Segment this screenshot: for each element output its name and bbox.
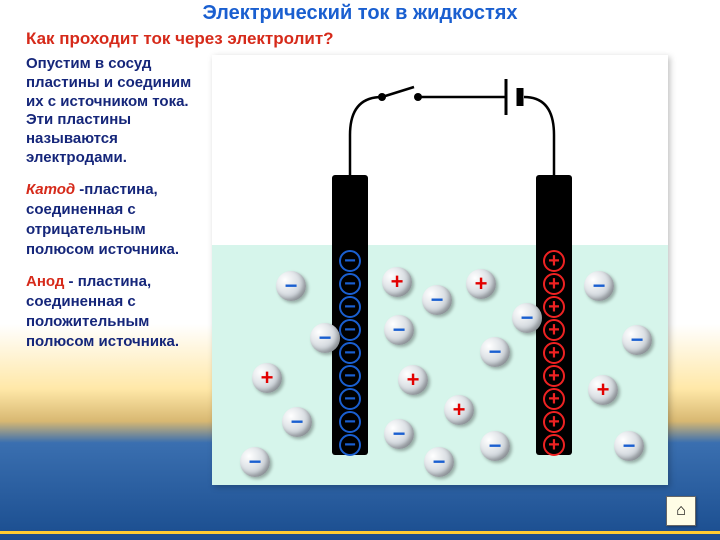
anode-charge-mark: +	[543, 365, 565, 387]
cathode-charge-mark: −	[339, 388, 361, 410]
cathode-label: Катод	[26, 181, 75, 198]
anode-charge-mark: +	[543, 411, 565, 433]
paragraph-anode: Анод - пластина, соединенная с положител…	[26, 272, 198, 352]
electrolysis-diagram: −−−−−−−−− +++++++++ −+−−−+−−+−+−−−+−−−+−	[212, 55, 668, 485]
negative-ion: −	[422, 285, 452, 315]
negative-ion: −	[614, 431, 644, 461]
anode-charge-mark: +	[543, 342, 565, 364]
positive-ion: +	[252, 363, 282, 393]
anode-charge-mark: +	[543, 434, 565, 456]
negative-ion: −	[282, 407, 312, 437]
negative-ion: −	[310, 323, 340, 353]
cathode-charge-mark: −	[339, 273, 361, 295]
anode-charge-mark: +	[543, 388, 565, 410]
page-title: Электрический ток в жидкостях	[202, 2, 517, 24]
cathode-charge-mark: −	[339, 296, 361, 318]
negative-ion: −	[584, 271, 614, 301]
positive-ion: +	[382, 267, 412, 297]
footer-accent-line	[0, 531, 720, 534]
anode-charge-mark: +	[543, 250, 565, 272]
positive-ion: +	[398, 365, 428, 395]
negative-ion: −	[240, 447, 270, 477]
text-column: Опустим в сосуд пластины и соединим их с…	[26, 55, 198, 485]
positive-ion: +	[466, 269, 496, 299]
anode-charge-mark: +	[543, 296, 565, 318]
negative-ion: −	[384, 419, 414, 449]
cathode-charge-mark: −	[339, 319, 361, 341]
cathode-charge-mark: −	[339, 250, 361, 272]
paragraph-cathode: Катод -пластина, соединенная с отрицател…	[26, 180, 198, 260]
home-button[interactable]: ⌂	[666, 496, 696, 526]
home-icon: ⌂	[676, 502, 686, 520]
cathode-electrode: −−−−−−−−−	[332, 175, 368, 455]
negative-ion: −	[424, 447, 454, 477]
cathode-charge-mark: −	[339, 411, 361, 433]
anode-charge-mark: +	[543, 273, 565, 295]
negative-ion: −	[480, 431, 510, 461]
anode-charge-mark: +	[543, 319, 565, 341]
negative-ion: −	[512, 303, 542, 333]
cathode-charge-mark: −	[339, 365, 361, 387]
positive-ion: +	[588, 375, 618, 405]
negative-ion: −	[276, 271, 306, 301]
negative-ion: −	[622, 325, 652, 355]
cathode-charge-mark: −	[339, 434, 361, 456]
subtitle: Как проходит ток через электролит?	[26, 29, 334, 48]
paragraph-intro: Опустим в сосуд пластины и соединим их с…	[26, 55, 198, 168]
positive-ion: +	[444, 395, 474, 425]
anode-label: Анод	[26, 273, 64, 290]
negative-ion: −	[480, 337, 510, 367]
circuit-wires	[212, 55, 668, 485]
cathode-charge-mark: −	[339, 342, 361, 364]
negative-ion: −	[384, 315, 414, 345]
